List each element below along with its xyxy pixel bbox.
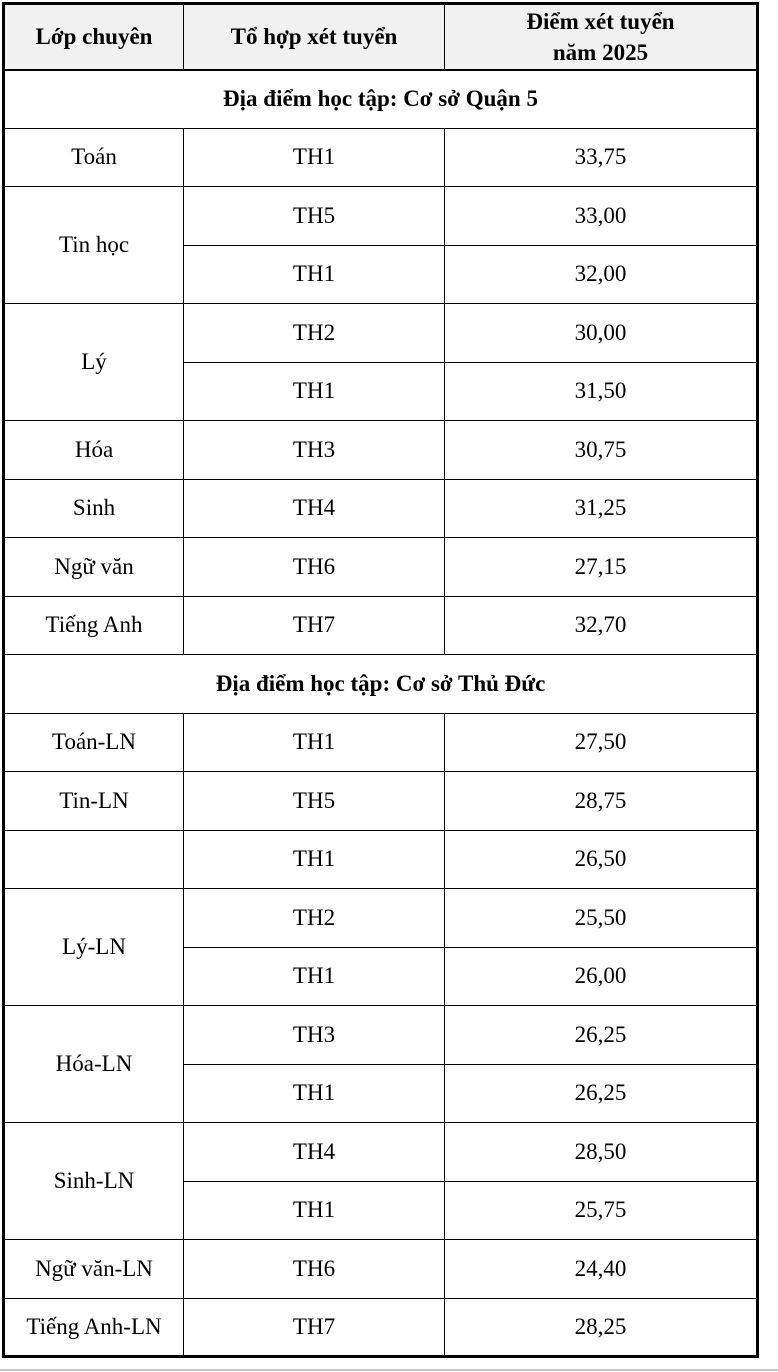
- class-name-cell: Hóa-LN: [3, 1005, 184, 1123]
- combo-code-cell: TH1: [183, 361, 445, 421]
- combo-code-cell: TH1: [183, 712, 445, 772]
- table-row: TH1 26,50: [3, 829, 758, 889]
- combo-code-cell: TH5: [183, 186, 445, 246]
- combo-code-cell: TH2: [183, 303, 445, 363]
- score-cell: 26,25: [444, 1063, 758, 1123]
- score-cell: 27,50: [444, 712, 758, 772]
- combo-code-cell: TH1: [183, 946, 445, 1006]
- score-cell: 28,75: [444, 771, 758, 831]
- score-cell: 25,50: [444, 888, 758, 948]
- combo-code-cell: TH7: [183, 595, 445, 655]
- score-cell: 27,15: [444, 537, 758, 597]
- section-title: Địa điểm học tập: Cơ sở Quận 5: [3, 69, 758, 129]
- score-cell: 33,75: [444, 127, 758, 187]
- class-name-cell: Tiếng Anh: [3, 595, 184, 655]
- score-cell: 33,00: [444, 186, 758, 246]
- combo-code-cell: TH6: [183, 537, 445, 597]
- class-name-cell: Sinh-LN: [3, 1122, 184, 1240]
- table-row: Hóa-LN TH3 26,25: [3, 1005, 758, 1123]
- score-cell: 25,75: [444, 1180, 758, 1240]
- table-row: Tin học TH5 33,00: [3, 186, 758, 304]
- score-table-body: Địa điểm học tập: Cơ sở Quận 5 Toán TH1 33,…: [3, 69, 758, 1357]
- combo-code-cell: TH1: [183, 1063, 445, 1123]
- score-cell: 28,50: [444, 1122, 758, 1182]
- class-name-cell: Hóa: [3, 420, 184, 480]
- score-cell: 26,25: [444, 1005, 758, 1065]
- class-name-cell: Ngữ văn-LN: [3, 1239, 184, 1299]
- table-row: Sinh TH4 31,25: [3, 478, 758, 538]
- class-name-cell: [3, 829, 184, 889]
- table-row: TH1 25,75: [4, 1180, 758, 1240]
- class-name-cell: Tin-LN: [3, 771, 184, 831]
- table-row: Tiếng Anh TH7 32,70: [3, 595, 758, 655]
- combo-code-cell: TH3: [183, 420, 445, 480]
- combo-code-cell: TH1: [183, 244, 445, 304]
- table-row: TH1 32,00: [4, 244, 758, 304]
- combo-code-cell: TH7: [183, 1297, 445, 1357]
- table-row: TH1 31,50: [4, 361, 758, 421]
- class-name-cell: Toán-LN: [3, 712, 184, 772]
- score-cell: 30,00: [444, 303, 758, 363]
- combo-code-cell: TH2: [183, 888, 445, 948]
- table-row: Ngữ văn-LN TH6 24,40: [3, 1239, 758, 1299]
- combo-code-cell: TH5: [183, 771, 445, 831]
- class-name-cell: Tiếng Anh-LN: [3, 1297, 184, 1357]
- score-cell: 28,25: [444, 1297, 758, 1357]
- score-cell: 24,40: [444, 1239, 758, 1299]
- combo-code-cell: TH6: [183, 1239, 445, 1299]
- table-row: Toán-LN TH1 27,50: [3, 712, 758, 772]
- table-row: TH1 26,00: [4, 946, 758, 1006]
- class-name-cell: Lý: [3, 303, 184, 421]
- score-cell: 31,25: [444, 478, 758, 538]
- combo-code-cell: TH3: [183, 1005, 445, 1065]
- header-score-column: Điểm xét tuyển năm 2025: [444, 3, 758, 71]
- table-row: Lý-LN TH2 25,50: [3, 888, 758, 1006]
- table-row: TH1 26,25: [4, 1063, 758, 1123]
- table-row: Toán TH1 33,75: [3, 127, 758, 187]
- table-row: Lý TH2 30,00: [3, 303, 758, 421]
- admission-table-container: Lớp chuyên Tổ hợp xét tuyển Điểm xét tuy…: [2, 2, 759, 1358]
- table-row: Ngữ văn TH6 27,15: [3, 537, 758, 597]
- combo-code-cell: TH1: [183, 829, 445, 889]
- header-row: Lớp chuyên Tổ hợp xét tuyển Điểm xét tuy…: [3, 3, 758, 71]
- page-bottom-divider: [0, 1369, 778, 1371]
- class-name-cell: Lý-LN: [3, 888, 184, 1006]
- section-row: Địa điểm học tập: Cơ sở Thủ Đức: [3, 654, 758, 714]
- table-row: Tin-LN TH5 28,75: [3, 771, 758, 831]
- admission-score-table: Lớp chuyên Tổ hợp xét tuyển Điểm xét tuy…: [2, 2, 759, 1358]
- score-cell: 30,75: [444, 420, 758, 480]
- score-cell: 26,50: [444, 829, 758, 889]
- class-name-cell: Toán: [3, 127, 184, 187]
- header-combo-column: Tổ hợp xét tuyển: [183, 3, 445, 71]
- score-cell: 26,00: [444, 946, 758, 1006]
- score-cell: 32,70: [444, 595, 758, 655]
- table-row: Tiếng Anh-LN TH7 28,25: [3, 1297, 758, 1357]
- score-cell: 32,00: [444, 244, 758, 304]
- class-name-cell: Tin học: [3, 186, 184, 304]
- table-row: Hóa TH3 30,75: [3, 420, 758, 480]
- section-title: Địa điểm học tập: Cơ sở Thủ Đức: [3, 654, 758, 714]
- header-class-column: Lớp chuyên: [3, 3, 184, 71]
- section-row: Địa điểm học tập: Cơ sở Quận 5: [3, 69, 758, 129]
- combo-code-cell: TH4: [183, 1122, 445, 1182]
- table-row: Sinh-LN TH4 28,50: [3, 1122, 758, 1240]
- combo-code-cell: TH4: [183, 478, 445, 538]
- class-name-cell: Ngữ văn: [3, 537, 184, 597]
- score-cell: 31,50: [444, 361, 758, 421]
- class-name-cell: Sinh: [3, 478, 184, 538]
- combo-code-cell: TH1: [183, 1180, 445, 1240]
- combo-code-cell: TH1: [183, 127, 445, 187]
